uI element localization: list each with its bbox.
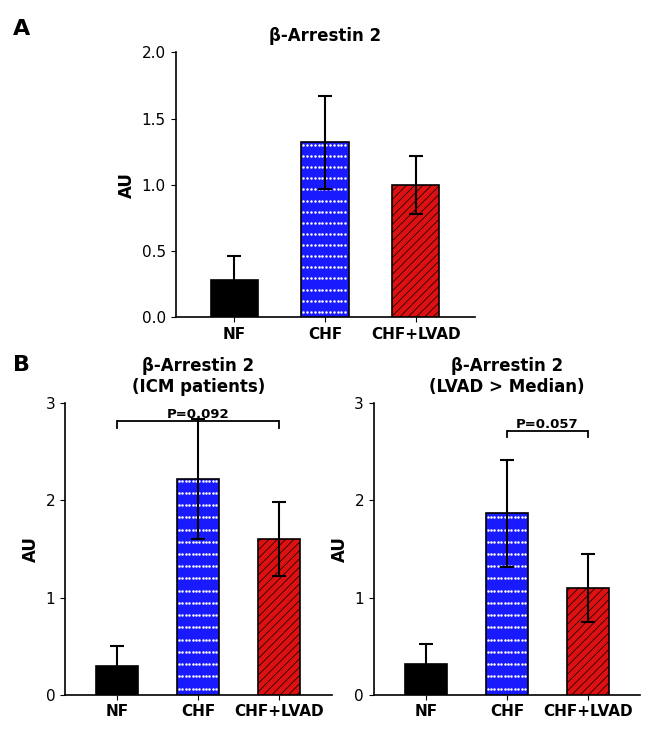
Bar (486, 513, 528, 695)
Bar (405, 663, 447, 695)
Bar (211, 280, 258, 317)
Bar (302, 143, 348, 317)
Text: P=0.057: P=0.057 (516, 418, 578, 430)
Bar (567, 588, 609, 695)
Bar (392, 185, 439, 317)
Title: β-Arrestin 2
(LVAD > Median): β-Arrestin 2 (LVAD > Median) (429, 358, 585, 396)
Y-axis label: AU: AU (118, 172, 136, 198)
Title: β-Arrestin 2: β-Arrestin 2 (269, 27, 381, 45)
Title: β-Arrestin 2
(ICM patients): β-Arrestin 2 (ICM patients) (131, 358, 265, 396)
Y-axis label: AU: AU (331, 536, 348, 562)
Text: A: A (13, 19, 31, 39)
Text: P=0.092: P=0.092 (167, 408, 229, 421)
Bar (177, 479, 219, 695)
Bar (258, 539, 300, 695)
Y-axis label: AU: AU (22, 536, 40, 562)
Bar (96, 666, 138, 695)
Text: B: B (13, 355, 30, 375)
